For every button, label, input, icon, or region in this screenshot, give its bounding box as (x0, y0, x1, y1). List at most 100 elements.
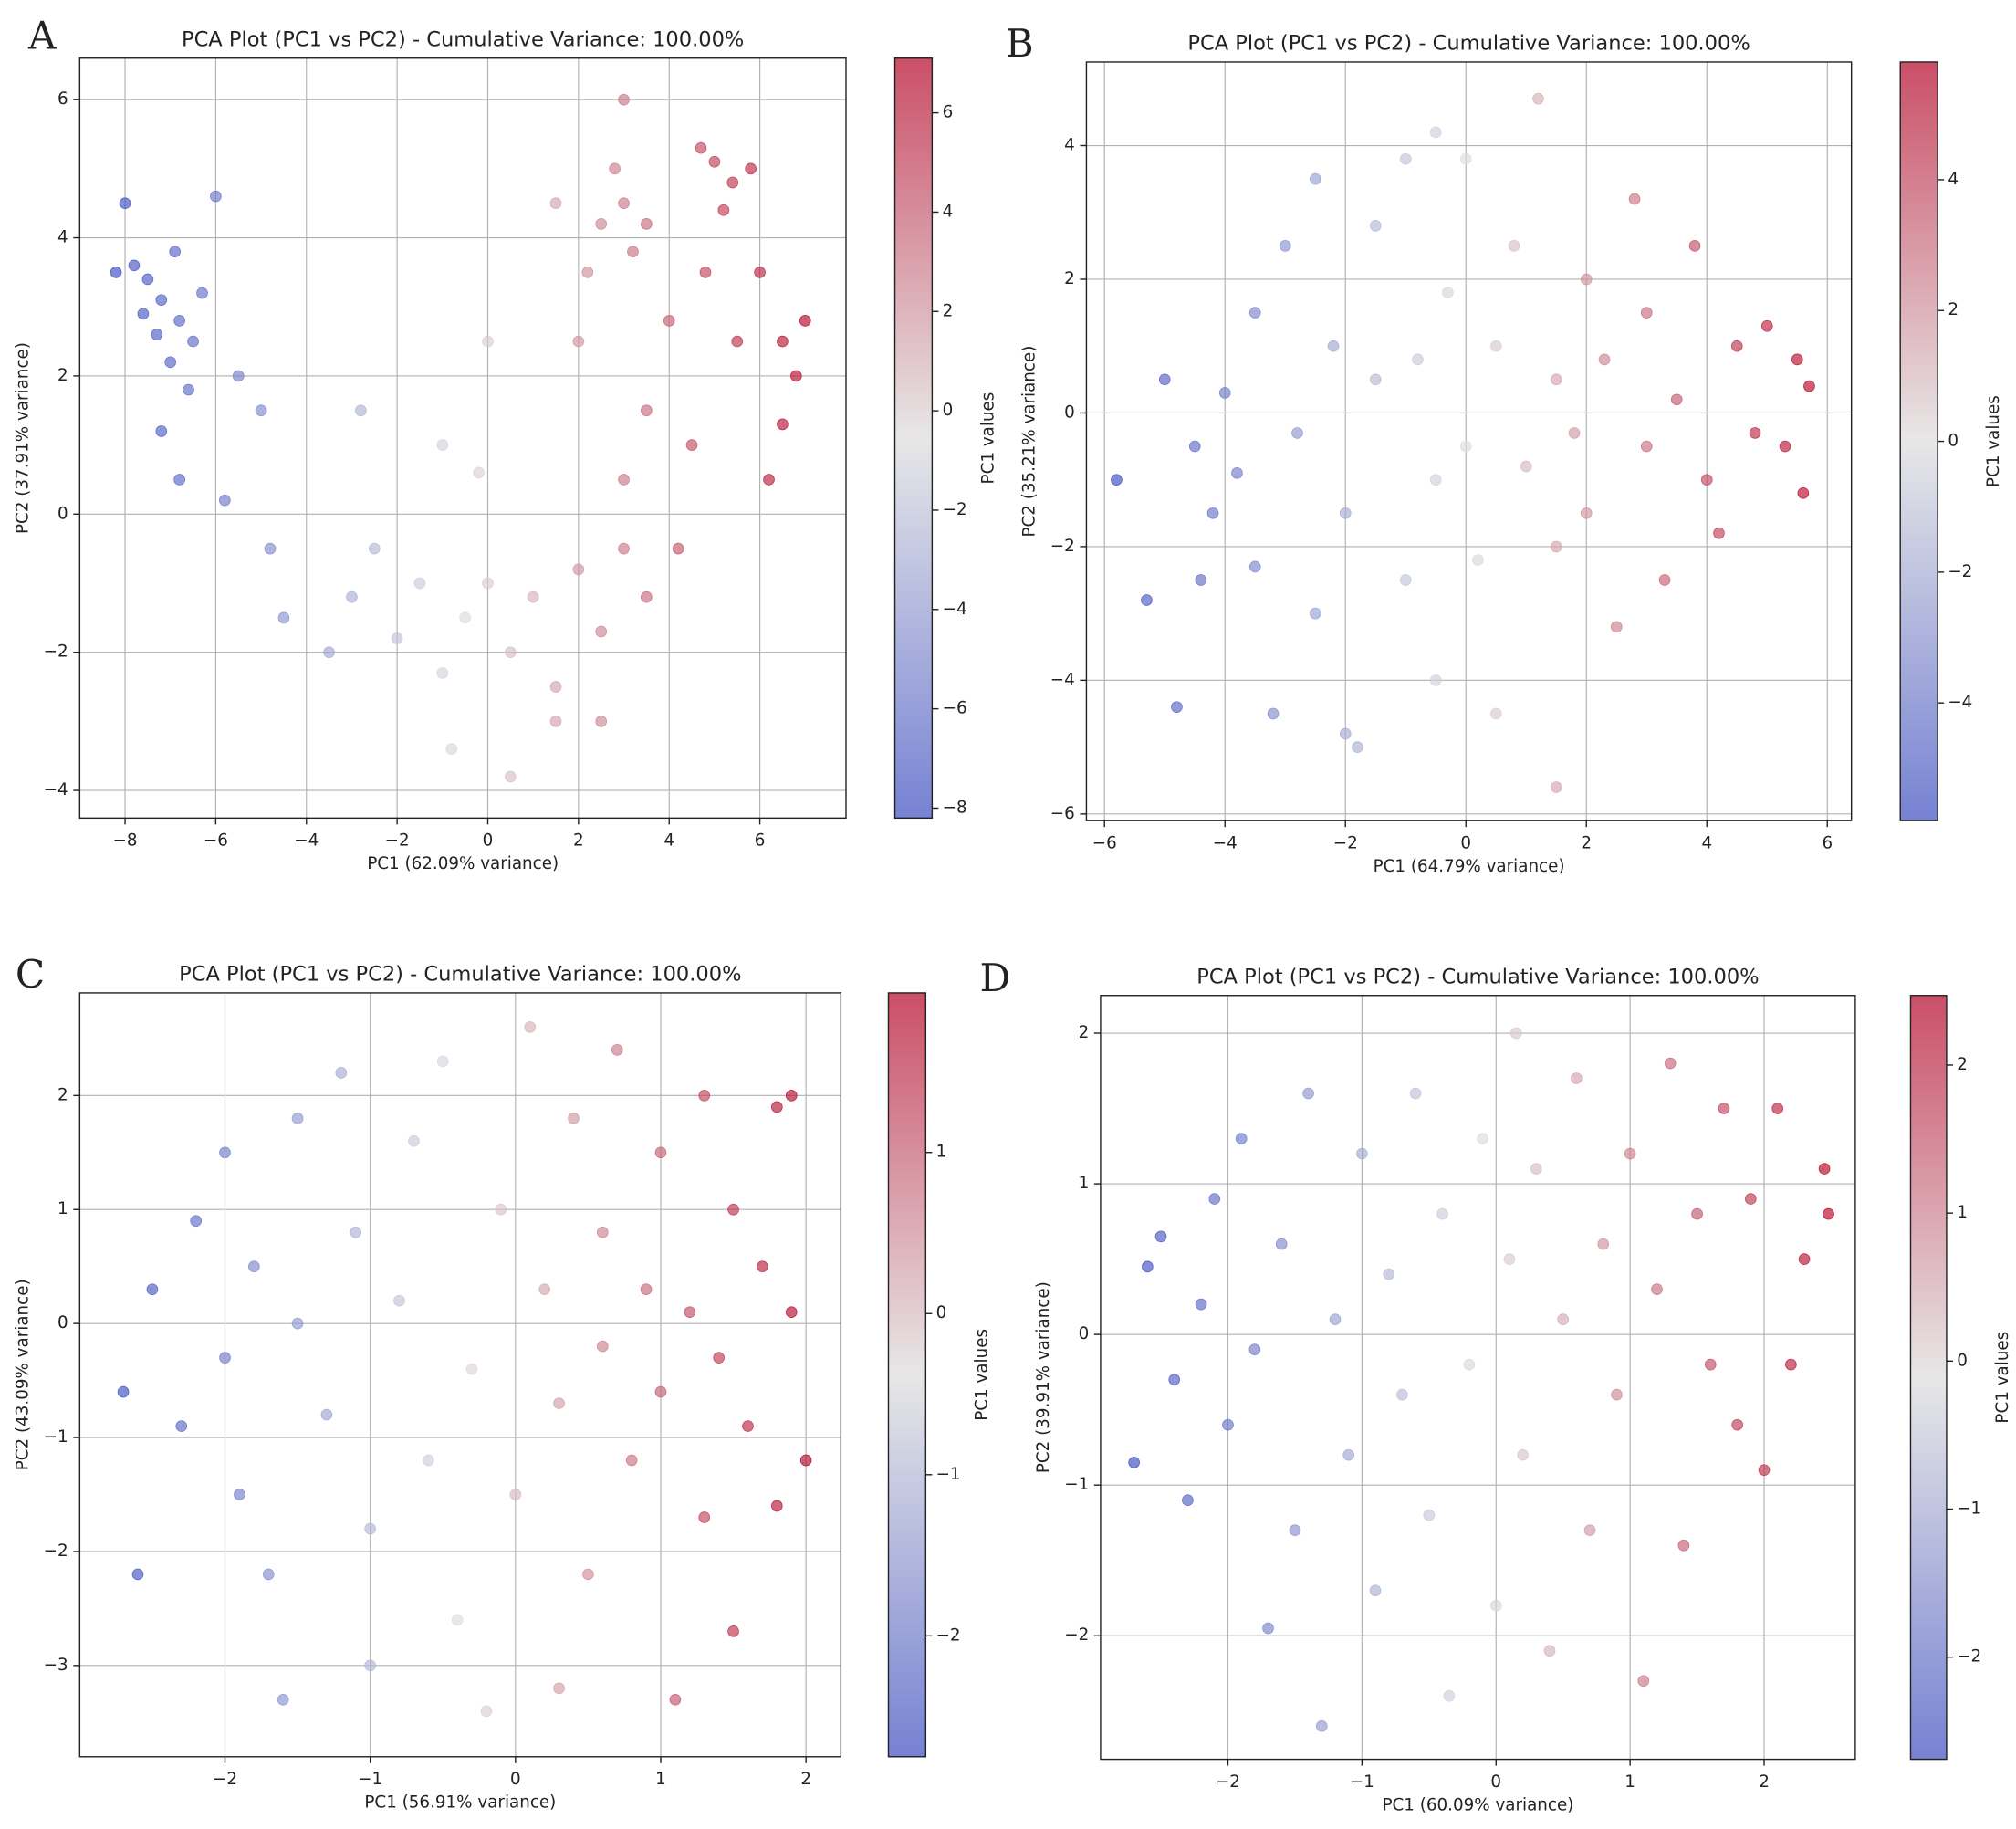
point (1329, 1313, 1342, 1325)
colorbar-tick-label: 0 (1948, 432, 1959, 451)
x-tick-label: −2 (213, 1770, 237, 1789)
plot-frame (78, 992, 842, 1758)
point (1598, 353, 1611, 366)
y-tick-label: −4 (1050, 670, 1075, 689)
colorbar-tick-label: −4 (1948, 693, 1972, 712)
point (1532, 92, 1544, 105)
point (495, 1203, 507, 1216)
point (1791, 353, 1803, 366)
point (726, 176, 739, 189)
point (1624, 1147, 1636, 1160)
plot-frame (1100, 995, 1856, 1761)
point (248, 1260, 260, 1273)
point (1141, 594, 1153, 606)
plot-area (1100, 995, 1855, 1760)
point (1688, 240, 1701, 252)
point (799, 1454, 812, 1467)
point (596, 1226, 609, 1238)
y-tick-label: 2 (1079, 1023, 1090, 1042)
point (131, 1568, 144, 1581)
point (1509, 1027, 1522, 1040)
colorbar-label: PC1 values (972, 1329, 991, 1421)
chart-title: PCA Plot (PC1 vs PC2) - Cumulative Varia… (182, 28, 744, 52)
x-tick-label: 0 (483, 831, 494, 851)
point (524, 1021, 537, 1033)
point (391, 632, 403, 644)
point (1477, 1133, 1488, 1144)
point (232, 370, 245, 382)
point (1399, 152, 1412, 165)
point (538, 1283, 551, 1296)
point (1339, 507, 1352, 519)
point (1436, 1207, 1448, 1220)
point (262, 1568, 275, 1581)
point (1530, 1163, 1542, 1175)
point (1302, 1087, 1314, 1100)
x-tick-label: −2 (1333, 834, 1358, 853)
point (1597, 1238, 1610, 1250)
point (480, 1705, 493, 1718)
panel-letter: C (16, 952, 45, 997)
point (1409, 1087, 1422, 1100)
point (663, 315, 675, 327)
point (1628, 193, 1641, 205)
point (1797, 486, 1810, 499)
point (436, 667, 449, 679)
point (1489, 707, 1502, 720)
point (1803, 380, 1815, 392)
point (1637, 1675, 1650, 1688)
y-tick-label: 2 (57, 366, 68, 385)
point (190, 1215, 203, 1228)
y-tick-label: −2 (44, 643, 68, 662)
point (1779, 440, 1791, 453)
point (1503, 1253, 1516, 1265)
point (553, 1682, 565, 1695)
point (1111, 474, 1123, 486)
point (595, 625, 608, 638)
y-tick-label: 0 (57, 504, 68, 523)
y-tick-label: −4 (44, 780, 68, 800)
point (465, 1363, 478, 1375)
point (1208, 1193, 1221, 1205)
point (1248, 1343, 1261, 1355)
x-tick-label: 0 (1490, 1772, 1501, 1792)
point (1128, 1457, 1140, 1468)
point (1289, 1524, 1301, 1537)
y-tick-label: 2 (1064, 269, 1075, 288)
y-tick-label: 4 (57, 228, 68, 247)
point (173, 474, 185, 486)
point (695, 141, 707, 154)
point (1718, 1103, 1730, 1114)
point (777, 335, 789, 348)
point (609, 162, 621, 175)
colorbar-tick-label: 1 (1957, 1203, 1968, 1222)
point (196, 287, 208, 299)
colorbar (1909, 995, 1948, 1761)
y-tick-label: 0 (57, 1313, 68, 1333)
plot-frame (1085, 61, 1853, 821)
point (1472, 554, 1484, 566)
point (128, 259, 141, 272)
point (641, 404, 653, 417)
point (451, 1614, 464, 1626)
point (1356, 1147, 1368, 1160)
x-tick-label: −1 (1350, 1772, 1374, 1792)
point (595, 716, 608, 727)
y-tick-label: −2 (44, 1542, 68, 1561)
point (155, 294, 168, 306)
point (482, 335, 494, 348)
point (169, 246, 182, 258)
x-tick-label: 2 (800, 1770, 811, 1789)
point (1664, 1057, 1677, 1070)
point (549, 197, 562, 210)
y-axis-label: PC2 (39.91% variance) (1034, 1281, 1053, 1473)
colorbar-tick-label: −2 (1957, 1647, 1981, 1667)
colorbar-tick-label: 4 (1948, 170, 1959, 189)
point (713, 1352, 725, 1364)
point (1731, 1418, 1743, 1431)
point (1785, 1358, 1797, 1371)
y-tick-label: −3 (44, 1656, 68, 1675)
y-tick-label: −2 (1064, 1625, 1089, 1645)
point (618, 93, 630, 106)
point (754, 267, 766, 278)
